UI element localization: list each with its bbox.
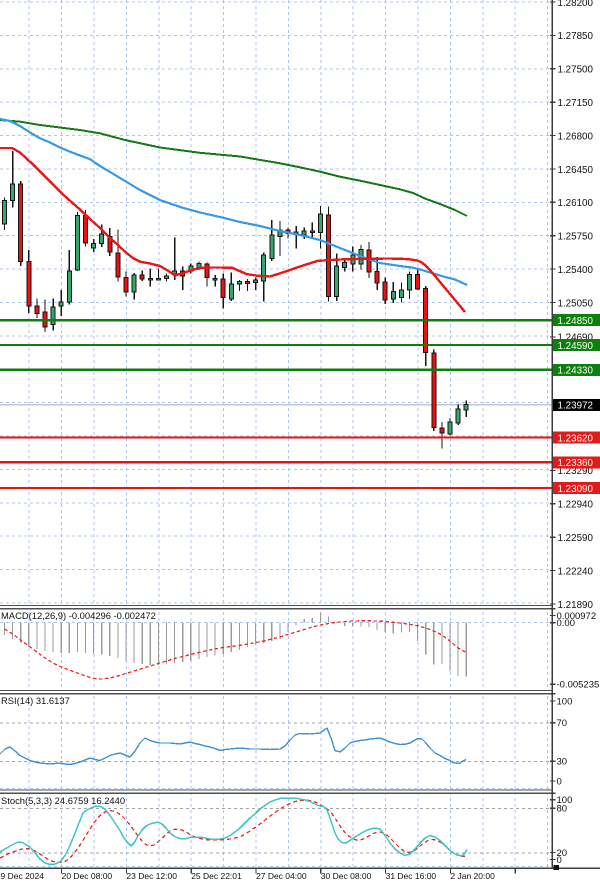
svg-text:1.23620: 1.23620	[558, 433, 594, 444]
svg-text:1.22940: 1.22940	[558, 500, 594, 511]
svg-text:9 Dec 2024: 9 Dec 2024	[1, 871, 45, 881]
svg-text:1.27150: 1.27150	[558, 98, 594, 109]
svg-text:1.21890: 1.21890	[558, 600, 594, 611]
svg-text:100: 100	[557, 696, 573, 707]
svg-text:1.24330: 1.24330	[558, 366, 594, 377]
svg-text:-0.005235: -0.005235	[557, 680, 600, 691]
svg-text:1.26450: 1.26450	[558, 165, 594, 176]
svg-text:70: 70	[557, 718, 568, 729]
svg-text:1.24690: 1.24690	[558, 333, 594, 344]
svg-text:1.27850: 1.27850	[558, 31, 594, 42]
svg-text:20 Dec 08:00: 20 Dec 08:00	[62, 871, 113, 881]
svg-text:1.25400: 1.25400	[558, 265, 594, 276]
svg-text:0: 0	[557, 855, 562, 866]
svg-text:1.22240: 1.22240	[558, 566, 594, 577]
svg-text:Stoch(5,3,3) 24.6759 16.2440: Stoch(5,3,3) 24.6759 16.2440	[1, 795, 125, 806]
svg-text:80: 80	[557, 804, 568, 815]
svg-text:30 Dec 08:00: 30 Dec 08:00	[321, 871, 372, 881]
svg-text:1.25050: 1.25050	[558, 298, 594, 309]
svg-text:RSI(14) 31.6137: RSI(14) 31.6137	[1, 695, 70, 706]
svg-text:100: 100	[557, 795, 573, 806]
svg-text:1.22590: 1.22590	[558, 533, 594, 544]
svg-text:1.23972: 1.23972	[558, 401, 593, 412]
svg-text:23 Dec 12:00: 23 Dec 12:00	[126, 871, 177, 881]
svg-text:1.27500: 1.27500	[558, 65, 594, 76]
svg-text:1.24850: 1.24850	[558, 316, 594, 327]
svg-text:31 Dec 16:00: 31 Dec 16:00	[386, 871, 437, 881]
svg-text:1.23360: 1.23360	[558, 458, 594, 469]
svg-text:25 Dec 22:01: 25 Dec 22:01	[191, 871, 242, 881]
svg-text:27 Dec 04:00: 27 Dec 04:00	[256, 871, 307, 881]
svg-text:1.23290: 1.23290	[558, 466, 594, 477]
svg-text:1.28200: 1.28200	[558, 0, 594, 9]
svg-text:0: 0	[557, 776, 562, 787]
svg-text:20: 20	[557, 848, 568, 859]
svg-text:0.000972: 0.000972	[557, 611, 597, 622]
svg-text:1.24590: 1.24590	[558, 341, 594, 352]
svg-text:30: 30	[557, 757, 568, 768]
svg-text:1.23090: 1.23090	[558, 484, 594, 495]
svg-text:0.00: 0.00	[557, 618, 576, 629]
svg-text:1.26800: 1.26800	[558, 131, 594, 142]
svg-text:MACD(12,26,9) -0.004296 -0.002: MACD(12,26,9) -0.004296 -0.002472	[1, 610, 156, 621]
svg-text:1.26100: 1.26100	[558, 198, 594, 209]
svg-text:2 Jan 20:00: 2 Jan 20:00	[450, 871, 495, 881]
svg-text:1.25750: 1.25750	[558, 232, 594, 243]
